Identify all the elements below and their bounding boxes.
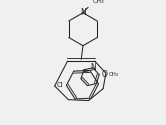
Text: O: O <box>102 70 107 79</box>
Text: N: N <box>90 63 96 72</box>
Text: CH₃: CH₃ <box>93 0 105 4</box>
Text: Cl: Cl <box>57 82 64 88</box>
Text: N: N <box>80 8 86 17</box>
Text: CH₃: CH₃ <box>109 72 119 77</box>
